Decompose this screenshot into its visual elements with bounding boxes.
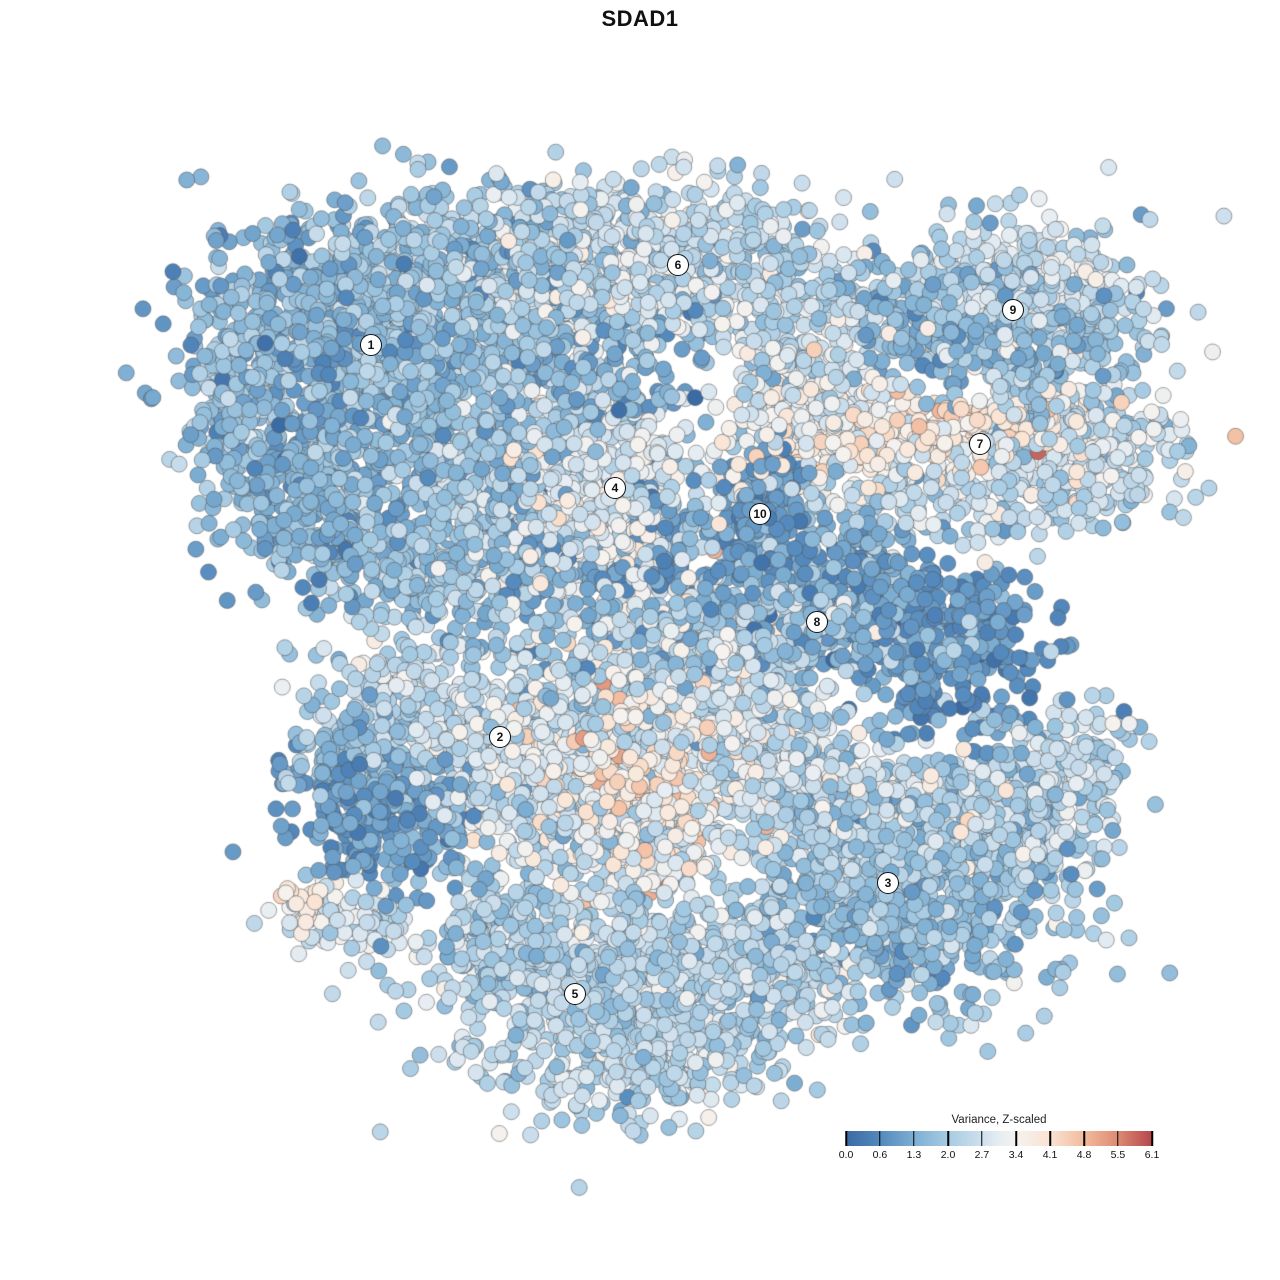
colorbar-tick-labels: 0.0 0.6 1.3 2.0 2.7 3.4 4.1 4.8 5.5 6.1 [839, 1149, 1160, 1163]
cluster-label-10: 10 [749, 503, 771, 525]
colorbar-tick-line [1015, 1131, 1017, 1146]
colorbar-tick-line [1117, 1131, 1119, 1146]
cluster-label-3: 3 [877, 872, 899, 894]
colorbar-tick-line [845, 1131, 847, 1146]
colorbar-tick: 0.6 [872, 1149, 888, 1161]
colorbar-tick: 2.0 [940, 1149, 956, 1161]
cluster-label-4: 4 [604, 477, 626, 499]
colorbar-tick: 0.0 [838, 1149, 854, 1161]
cluster-label-8: 8 [806, 611, 828, 633]
colorbar-tick: 3.4 [1008, 1149, 1024, 1161]
colorbar-tick-line [1049, 1131, 1051, 1146]
colorbar-tick-line [913, 1131, 915, 1146]
colorbar-tick: 6.1 [1144, 1149, 1160, 1161]
cluster-label-6: 6 [667, 254, 689, 276]
colorbar-tick-line [879, 1131, 881, 1146]
cluster-label-5: 5 [564, 983, 586, 1005]
colorbar-tick: 5.5 [1110, 1149, 1126, 1161]
colorbar-tick: 1.3 [906, 1149, 922, 1161]
colorbar-tick: 4.1 [1042, 1149, 1058, 1161]
colorbar-legend: Variance, Z-scaled 0.0 0.6 1.3 2.0 2.7 3… [839, 1114, 1160, 1163]
colorbar-tick-line [947, 1131, 949, 1146]
colorbar-gradient [845, 1131, 1153, 1146]
cluster-label-9: 9 [1002, 299, 1024, 321]
cluster-label-1: 1 [360, 334, 382, 356]
colorbar-tick-line [1151, 1131, 1153, 1146]
colorbar-tick: 2.7 [974, 1149, 990, 1161]
colorbar-tick-line [1083, 1131, 1085, 1146]
colorbar-tick: 4.8 [1076, 1149, 1092, 1161]
cluster-label-7: 7 [969, 433, 991, 455]
colorbar-tick-line [981, 1131, 983, 1146]
cluster-label-2: 2 [489, 726, 511, 748]
colorbar-title: Variance, Z-scaled [951, 1114, 1047, 1126]
